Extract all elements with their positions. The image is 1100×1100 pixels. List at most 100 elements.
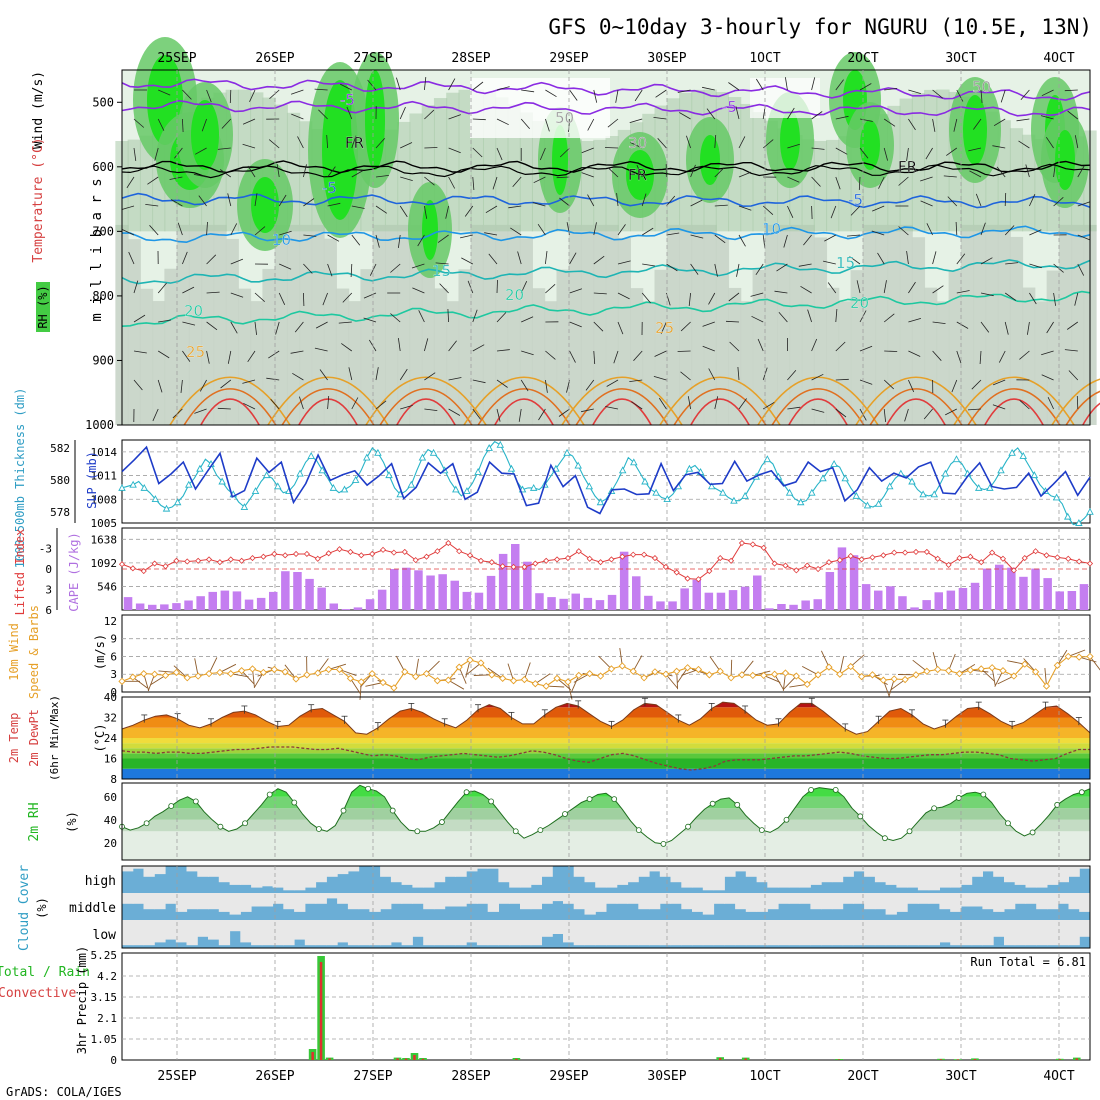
li-tick-label: 6: [45, 604, 52, 617]
wind-barb: [338, 321, 352, 324]
cloud-gap: [917, 893, 930, 904]
cape-ylabel: CAPE (J/kg): [67, 532, 81, 611]
wind-barb: [303, 263, 313, 274]
cloud-gap: [294, 893, 306, 912]
rh-band: [122, 831, 1090, 860]
isotherm-label: -5: [322, 179, 337, 197]
wind-barb: [341, 343, 353, 352]
wind-barb: [488, 253, 498, 265]
rh-marker: [242, 820, 248, 827]
cloud-gap: [347, 866, 360, 872]
wind-barb: [418, 310, 425, 323]
date-label-bottom: 30SEP: [647, 1069, 686, 1084]
saturated-blob: [963, 95, 987, 165]
cloud-gap: [1025, 920, 1037, 946]
cape-bar: [511, 544, 520, 610]
wind-barb: [859, 147, 869, 159]
wind-barb: [254, 193, 258, 207]
cloud-gap: [401, 920, 413, 946]
wind-barb: [524, 662, 531, 680]
wind-barb: [229, 89, 232, 104]
cloud-gap: [616, 920, 629, 946]
wind-barb: [859, 345, 873, 352]
wind-barb: [180, 379, 183, 393]
cape-bar: [886, 586, 895, 610]
cloud-gap: [1025, 866, 1037, 888]
cloud-gap: [907, 920, 919, 946]
wind-barb: [327, 263, 333, 277]
thickness-marker: [885, 482, 894, 490]
lifted-index-marker: [608, 556, 615, 563]
cloud-gap: [272, 920, 284, 946]
cloud-gap: [907, 866, 919, 888]
warm-isotherm: [281, 388, 375, 426]
cloud-gap: [326, 866, 338, 877]
wind-speed-marker: [390, 684, 398, 692]
x-axis-dates: 25SEP 25SEP 26SEP 26SEP 27SEP 27SEP 28SEP 28SEP…: [157, 51, 1074, 1084]
thickness-marker: [852, 491, 861, 499]
wind-barb: [395, 655, 406, 673]
cape-bar: [281, 571, 290, 610]
wind-barb: [883, 147, 888, 161]
thickness-marker: [529, 483, 538, 491]
wind-speed-marker: [912, 671, 920, 679]
wind-barb: [558, 408, 570, 417]
wind-barb: [145, 204, 159, 207]
y-tick-label: 800: [92, 289, 114, 303]
cloud-gap: [993, 866, 1005, 877]
rh-marker: [635, 827, 642, 834]
rh-marker: [709, 800, 716, 807]
wind-barb: [363, 292, 377, 299]
wind-barb: [1077, 165, 1085, 178]
rh-band: [122, 808, 1090, 820]
cape-bar: [305, 578, 314, 610]
lifted-index-marker: [880, 552, 887, 559]
wind-barb: [276, 164, 280, 178]
cape-bar: [123, 597, 133, 610]
warm-isotherm: [886, 398, 946, 426]
wind-barb: [1000, 89, 1006, 103]
lifted-index-marker: [118, 561, 126, 568]
wind-barb: [932, 321, 946, 324]
rh-shade: [286, 224, 301, 425]
wind-barb: [859, 118, 873, 122]
cloud-gap: [1004, 920, 1016, 946]
thickness-marker: [685, 464, 694, 472]
cloud-gap: [1079, 893, 1091, 912]
wind-barb: [327, 234, 340, 242]
rh-shade: [397, 224, 411, 425]
lifted-index-marker: [1076, 558, 1083, 565]
cape-bar: [402, 567, 411, 610]
lifted-index-marker: [314, 555, 321, 562]
wind-barb: [581, 172, 594, 178]
thickness-marker: [986, 483, 994, 491]
wind-barb: [702, 86, 715, 91]
wind-barb: [303, 198, 315, 207]
cloud-gap: [885, 893, 897, 915]
rh-marker: [512, 828, 519, 835]
wind-barb: [545, 118, 550, 132]
cloud-gap: [1004, 866, 1016, 883]
precip-conv-bar: [837, 1059, 841, 1060]
wind-barb: [1004, 225, 1015, 236]
wind-barb: [617, 292, 630, 300]
cloud-gap: [939, 866, 951, 888]
cloud-gap: [993, 920, 1005, 937]
wind-barb: [359, 673, 373, 688]
wind-barb: [206, 321, 218, 331]
cloud-gap: [197, 866, 209, 877]
wind-barb: [545, 350, 556, 360]
rh-shade: [642, 301, 656, 425]
cape-bar: [148, 604, 157, 610]
lifted-index-marker: [477, 557, 484, 564]
cloud-gap: [960, 893, 973, 907]
li-tick-label: -3: [39, 543, 52, 556]
lifted-index-marker: [521, 563, 528, 571]
wind-barb: [193, 173, 207, 178]
cloud-gap: [401, 893, 413, 904]
wind-speed-marker: [303, 671, 311, 679]
cloud-gap: [261, 866, 274, 887]
thickness-marker: [719, 488, 727, 496]
warm-isotherm: [1051, 378, 1100, 426]
wind-barb: [485, 205, 498, 214]
